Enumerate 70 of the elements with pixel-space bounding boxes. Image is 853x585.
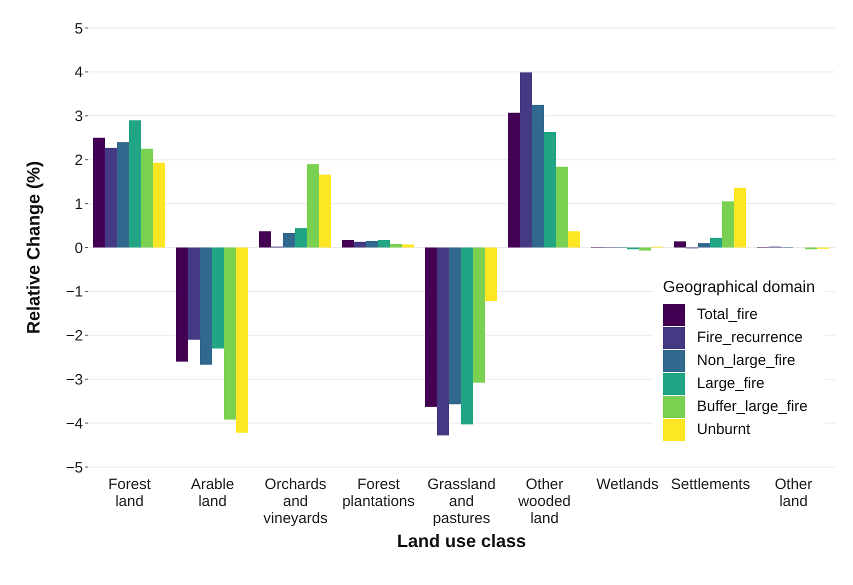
x-tick-label: Settlements: [670, 476, 750, 493]
bar: [282, 233, 295, 248]
bar: [722, 201, 734, 248]
bar: [366, 240, 378, 248]
y-tick-label: −2: [66, 328, 83, 345]
y-tick-label: −4: [66, 415, 83, 432]
bar: [188, 248, 200, 340]
legend-label: Buffer_large_fire: [696, 398, 808, 415]
bar: [508, 112, 520, 248]
bar: [390, 244, 402, 248]
x-tick-label: Forest land: [108, 476, 152, 510]
bar: [378, 240, 390, 248]
bar: [532, 104, 544, 248]
legend-label: Non_large_fire: [696, 352, 796, 369]
bar: [212, 248, 224, 348]
x-tick-label: Other wooded land: [517, 476, 571, 527]
legend-title: Geographical domain: [662, 279, 815, 297]
bar: [294, 228, 307, 248]
bar: [460, 248, 473, 424]
y-tick-label: −1: [66, 284, 83, 301]
bar: [556, 166, 568, 248]
bar: [484, 248, 497, 302]
bar: [710, 238, 722, 248]
x-tick-label: Orchards and vineyards: [263, 476, 328, 527]
bar: [402, 244, 414, 248]
bar: [544, 132, 556, 248]
y-tick-label: 3: [74, 108, 83, 126]
bar: [104, 148, 117, 248]
x-tick-label: Arable land: [190, 476, 234, 510]
bar: [258, 231, 271, 248]
y-tick-label: −5: [66, 459, 83, 476]
y-tick-label: 4: [74, 64, 83, 82]
y-axis-title: Relative Change (%): [23, 160, 44, 334]
bar: [638, 248, 651, 251]
bar: [236, 248, 248, 433]
legend-label: Fire_recurrence: [696, 329, 803, 346]
bar: [674, 241, 686, 248]
bar: [128, 120, 141, 248]
y-tick-label: 2: [74, 152, 83, 170]
bar: [568, 231, 580, 248]
legend-label: Unburnt: [696, 421, 750, 438]
bar: [342, 240, 354, 248]
x-tick-label: Other land: [774, 476, 812, 510]
y-tick-label: 5: [74, 20, 83, 38]
bar: [224, 248, 236, 420]
bar: [318, 174, 331, 248]
x-tick-label: Forest plantations: [342, 476, 415, 510]
bar: [140, 148, 153, 248]
bar: [734, 188, 746, 248]
x-tick-label: Grassland and pastures: [427, 476, 496, 527]
x-axis-title: Land use class: [396, 531, 526, 551]
bar: [200, 248, 212, 365]
bar: [424, 248, 437, 407]
legend-label: Large_fire: [696, 375, 764, 392]
y-tick-label: 0: [74, 240, 83, 257]
bar: [698, 243, 710, 248]
bar: [472, 248, 485, 383]
bar: [354, 242, 366, 248]
bar: [116, 142, 129, 248]
legend-label: Total_fire: [696, 306, 758, 323]
bar: [520, 72, 532, 248]
bar: [436, 248, 449, 436]
x-tick-label: Wetlands: [596, 476, 659, 493]
y-tick-label: −3: [66, 372, 83, 389]
bar: [176, 248, 188, 362]
bar: [152, 162, 165, 248]
bar: [306, 164, 319, 248]
bar: [92, 138, 105, 248]
y-tick-label: 1: [74, 196, 83, 213]
bar: [448, 248, 461, 404]
